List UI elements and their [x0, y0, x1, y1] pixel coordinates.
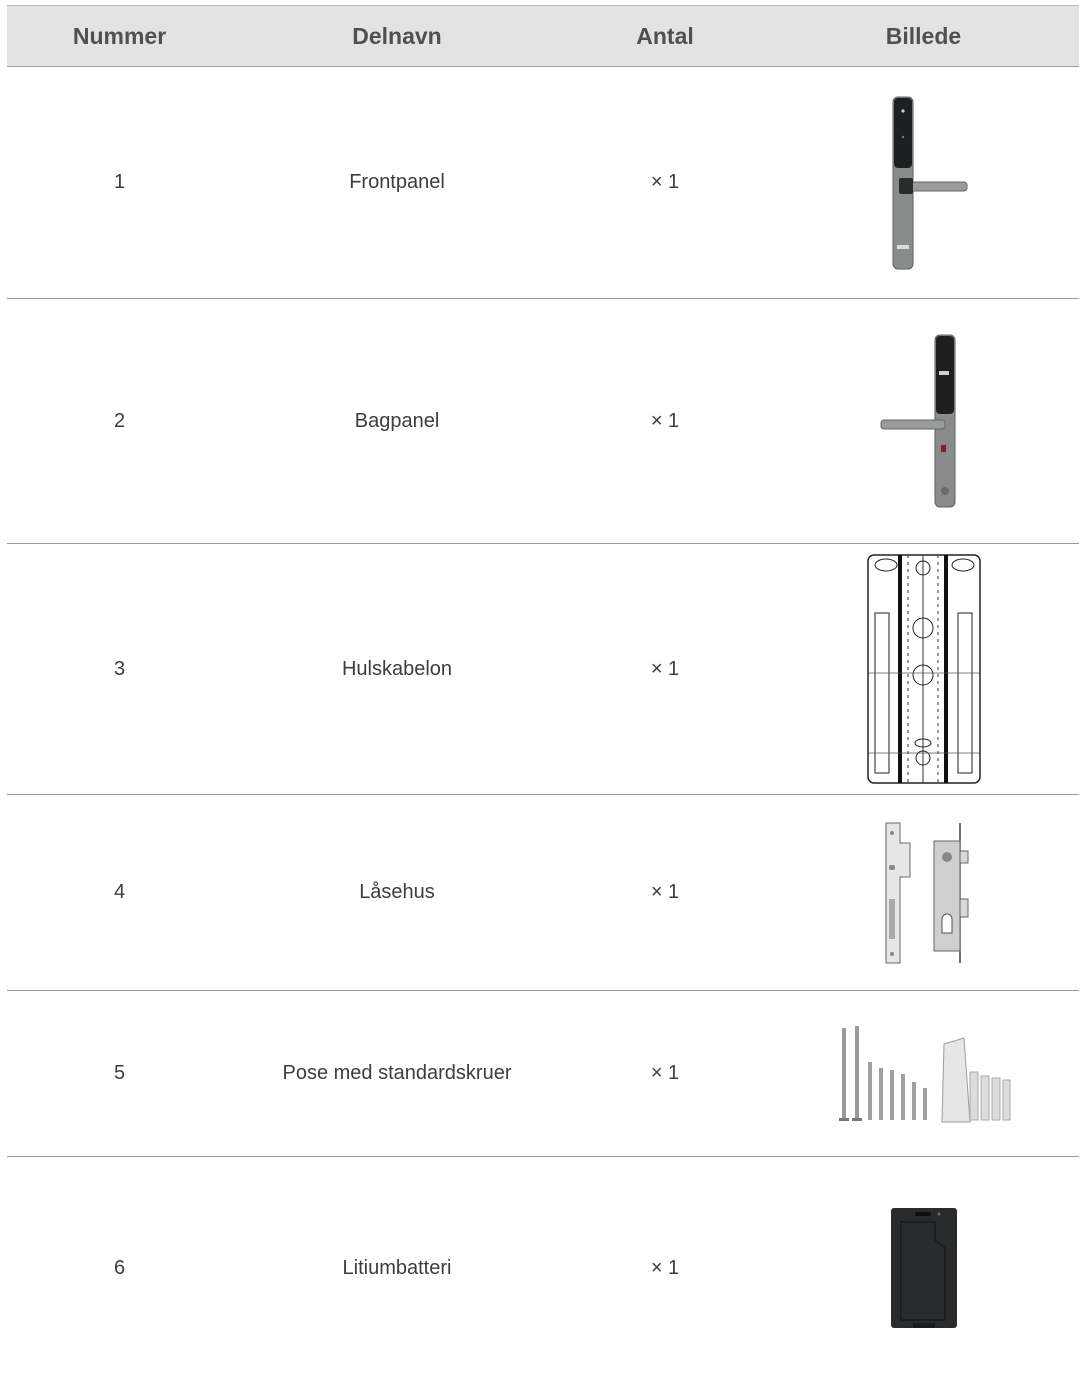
table-row: 4 Låsehus × 1	[7, 794, 1079, 991]
lock-body-image	[885, 822, 968, 963]
row-image-cell	[768, 66, 1079, 299]
row-number: 1	[7, 66, 232, 299]
row-quantity: × 1	[562, 543, 768, 795]
row-number: 4	[7, 794, 232, 991]
row-part-name: Litiumbatteri	[342, 1256, 452, 1279]
row-image-cell	[768, 1157, 1079, 1380]
table-row: 1 Frontpanel × 1	[7, 66, 1079, 299]
row-part-name: Låsehus	[232, 794, 562, 991]
row-part-name: Bagpanel	[232, 298, 562, 544]
row-quantity: × 1	[562, 990, 768, 1157]
header-quantity: Antal	[562, 5, 768, 67]
table-row: 6 Litiumbatteri × 1	[7, 1157, 1079, 1380]
row-number: 5	[7, 990, 232, 1157]
row-part-name: Pose med standardskruer	[232, 990, 562, 1157]
drilling-template-image	[866, 554, 981, 784]
row-quantity: × 1	[562, 66, 768, 299]
row-part-name: Hulskabelon	[232, 543, 562, 795]
row-image-cell	[768, 543, 1079, 795]
row-image-cell	[768, 794, 1079, 991]
table-row: 2 Bagpanel × 1	[7, 298, 1079, 544]
row-quantity: × 1	[562, 298, 768, 544]
front-panel-image	[892, 96, 967, 269]
lithium-battery-image	[890, 1208, 957, 1329]
row-image-cell	[768, 298, 1079, 544]
back-panel-image	[880, 334, 955, 508]
table-row: 5 Pose med standardskruer × 1	[7, 990, 1079, 1157]
row-number: 3	[7, 543, 232, 795]
row-part-name: Frontpanel	[232, 66, 562, 299]
row-number: 2	[7, 298, 232, 544]
row-quantity: × 1	[650, 1256, 680, 1279]
row-image-cell	[768, 990, 1079, 1157]
screw-bag-image	[838, 1025, 1010, 1122]
table-row: 3 Hulskabelon × 1	[7, 543, 1079, 795]
row-quantity: × 1	[562, 794, 768, 991]
parts-table: Nummer Delnavn Antal Billede 1 Frontpane…	[7, 5, 1079, 1380]
header-part-name: Delnavn	[232, 5, 562, 67]
row-number: 6	[113, 1256, 126, 1279]
header-number: Nummer	[7, 5, 232, 67]
table-header-row: Nummer Delnavn Antal Billede	[7, 5, 1079, 67]
header-image: Billede	[768, 5, 1079, 67]
